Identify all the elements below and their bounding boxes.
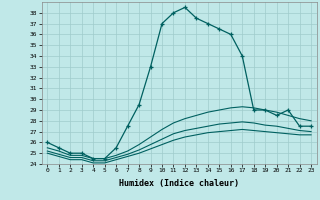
X-axis label: Humidex (Indice chaleur): Humidex (Indice chaleur)	[119, 179, 239, 188]
